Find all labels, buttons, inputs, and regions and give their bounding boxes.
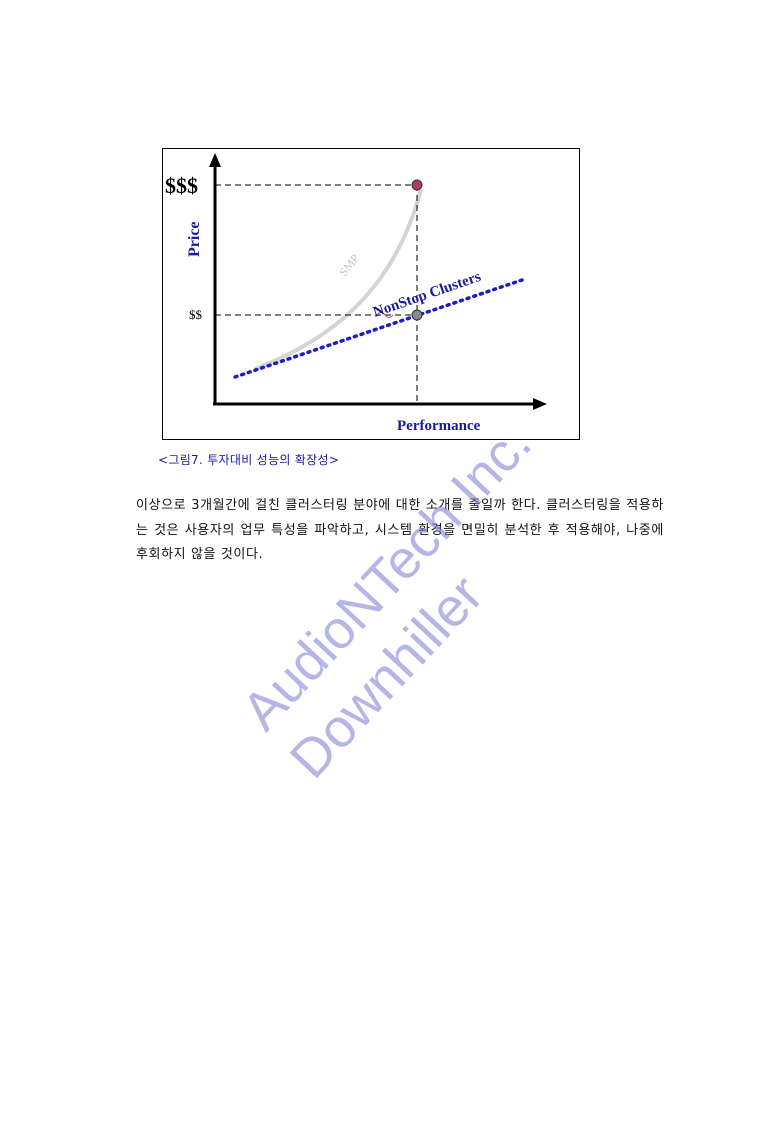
nonstop-price-point: [411, 309, 423, 321]
price-performance-figure: $$$ $$ Price Performance SMP NonStop Clu…: [162, 148, 580, 440]
price-performance-diagram: $$$ $$ Price Performance SMP NonStop Clu…: [165, 153, 547, 434]
label-underline-mark: [376, 312, 394, 318]
x-axis-label: Performance: [397, 418, 481, 434]
x-axis-arrow: [533, 398, 547, 410]
smp-curve-label: SMP: [336, 251, 362, 279]
tick-label-mid: $$: [189, 307, 203, 322]
nonstop-clusters-line: [233, 277, 527, 379]
tick-label-high: $$$: [165, 173, 198, 198]
y-axis-label: Price: [186, 221, 203, 257]
y-axis-arrow: [209, 153, 221, 167]
body-paragraph: 이상으로 3개월간에 걸친 클러스터링 분야에 대한 소개를 줄일까 한다. 클…: [136, 498, 664, 562]
body-paragraph-block: 이상으로 3개월간에 걸친 클러스터링 분야에 대한 소개를 줄일까 한다. 클…: [136, 494, 664, 568]
smp-price-point: [411, 179, 423, 191]
smp-curve: [254, 188, 423, 371]
figure-caption: <그림7. 투자대비 성능의 확장성>: [158, 453, 340, 467]
